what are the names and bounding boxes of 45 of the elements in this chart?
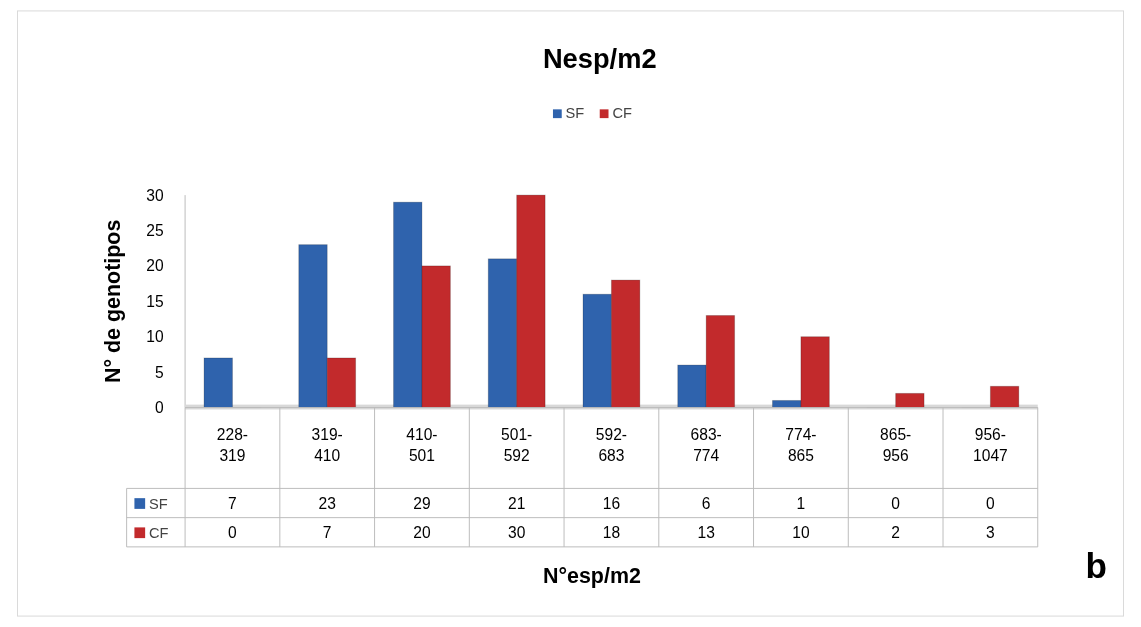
bar [203,357,233,409]
data-label: 0 [228,524,238,542]
text: SF [149,495,168,512]
data-label: 3 [986,524,995,542]
data-label: 7 [228,494,237,512]
legend-label: SF [565,105,585,122]
y-tick-label: 25 [146,221,164,239]
data-label: 29 [413,494,431,512]
x-tick-label: 774-865 [785,425,817,465]
data-label: 21 [508,494,526,512]
x-tick-label: 592-683 [595,425,628,465]
bar [989,385,1020,409]
data-label: 18 [602,524,621,542]
x-tick-label: 501-592 [501,425,533,465]
data-label: 7 [322,524,332,542]
data-label: 0 [891,494,901,512]
y-tick-label: 30 [146,186,164,204]
y-tick-label: 10 [146,328,164,346]
legend-label: CF [612,105,632,122]
data-label: 0 [986,494,996,512]
data-label: 20 [413,524,431,542]
data-label: 16 [602,494,621,512]
data-label: 30 [508,524,526,542]
y-axis-title: N° de genotipos [100,219,125,383]
x-axis-title: N°esp/m2 [543,563,641,588]
data-label: 6 [701,494,711,512]
x-tick-label: 956-1047 [973,425,1008,465]
y-tick-label: 15 [146,292,164,310]
chart-title: Nesp/m2 [542,43,657,75]
x-tick-label: 410-501 [406,425,438,465]
text: b [1085,546,1107,586]
y-tick-label: 0 [154,398,164,416]
x-tick-label: 683-774 [690,425,722,465]
data-label: 23 [318,494,336,512]
x-tick-label: 228-319 [216,425,249,465]
y-tick-label: 5 [154,363,164,381]
x-tick-label: 319-410 [311,425,343,465]
data-label: 13 [697,524,715,542]
data-label: 10 [792,524,810,542]
x-tick-label: 865-956 [880,425,912,465]
data-label: 2 [891,524,900,542]
text: CF [149,525,169,542]
y-tick-label: 20 [146,257,164,275]
data-label: 1 [796,494,806,512]
bar [895,392,925,409]
